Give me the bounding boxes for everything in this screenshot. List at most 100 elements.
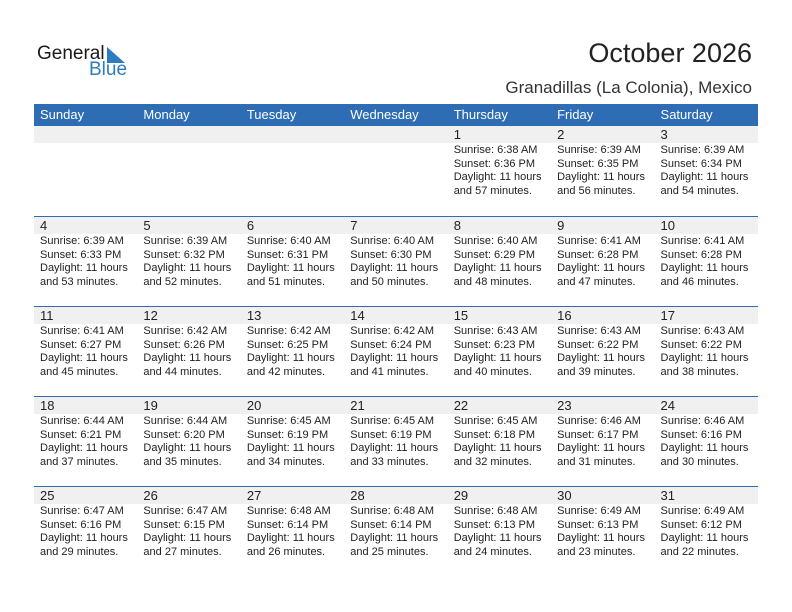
day-number — [344, 126, 448, 143]
day-info: Sunrise: 6:39 AM Sunset: 6:32 PM Daylight:… — [137, 235, 240, 289]
day-info: Sunrise: 6:41 AM Sunset: 6:27 PM Daylight:… — [34, 325, 137, 379]
daylight-text: and 41 minutes. — [350, 365, 429, 378]
day-number: 10 — [654, 217, 758, 234]
day-info: Sunrise: 6:43 AM Sunset: 6:22 PM Daylight:… — [551, 325, 654, 379]
day-cell: 9 Sunrise: 6:41 AM Sunset: 6:28 PM Daylight… — [551, 217, 655, 306]
day-info: Sunrise: 6:48 AM Sunset: 6:14 PM Daylight:… — [241, 505, 344, 559]
day-info: Sunrise: 6:48 AM Sunset: 6:14 PM Daylight:… — [344, 505, 447, 559]
daylight-text: Daylight: 11 hours — [660, 352, 749, 364]
day-number: 24 — [654, 397, 758, 414]
day-number: 23 — [551, 397, 655, 414]
day-number: 6 — [240, 217, 345, 234]
sunset-text: Sunset: 6:33 PM — [40, 248, 122, 261]
day-info: Sunrise: 6:45 AM Sunset: 6:19 PM Daylight:… — [241, 415, 344, 469]
daylight-text: and 54 minutes. — [660, 184, 739, 197]
weekday-saturday: Saturday — [660, 107, 713, 122]
sunrise-text: Sunrise: 6:48 AM — [453, 505, 538, 517]
day-number: 17 — [654, 307, 758, 324]
sunset-text: Sunset: 6:16 PM — [660, 428, 742, 441]
day-cell: 24 Sunrise: 6:46 AM Sunset: 6:16 PM Dayligh… — [654, 397, 758, 486]
calendar-week: 11 Sunrise: 6:41 AM Sunset: 6:27 PM Dayligh… — [34, 306, 758, 396]
day-number: 27 — [240, 487, 345, 504]
day-cell: 16 Sunrise: 6:43 AM Sunset: 6:22 PM Dayligh… — [551, 307, 655, 396]
sunrise-text: Sunrise: 6:42 AM — [246, 325, 331, 337]
daylight-text: and 56 minutes. — [557, 184, 636, 197]
day-info: Sunrise: 6:42 AM Sunset: 6:25 PM Daylight:… — [241, 325, 344, 379]
daylight-text: and 29 minutes. — [40, 545, 119, 558]
daylight-text: Daylight: 11 hours — [453, 262, 542, 274]
day-info: Sunrise: 6:42 AM Sunset: 6:26 PM Daylight:… — [137, 325, 240, 379]
daylight-text: Daylight: 11 hours — [246, 262, 335, 274]
day-number: 3 — [654, 126, 758, 143]
daylight-text: Daylight: 11 hours — [453, 442, 542, 454]
day-cell: 13 Sunrise: 6:42 AM Sunset: 6:25 PM Dayligh… — [240, 307, 345, 396]
daylight-text: and 39 minutes. — [557, 365, 636, 378]
sunrise-text: Sunrise: 6:45 AM — [350, 415, 435, 427]
day-info: Sunrise: 6:38 AM Sunset: 6:36 PM Daylight:… — [448, 144, 551, 198]
day-cell: 28 Sunrise: 6:48 AM Sunset: 6:14 PM Dayligh… — [344, 487, 448, 576]
day-number: 14 — [344, 307, 448, 324]
day-number: 9 — [551, 217, 655, 234]
daylight-text: and 27 minutes. — [143, 545, 222, 558]
sunrise-text: Sunrise: 6:47 AM — [143, 505, 228, 517]
sunset-text: Sunset: 6:14 PM — [350, 518, 432, 531]
sunrise-text: Sunrise: 6:45 AM — [453, 415, 538, 427]
day-cell: 20 Sunrise: 6:45 AM Sunset: 6:19 PM Dayligh… — [240, 397, 345, 486]
sunrise-text: Sunrise: 6:40 AM — [453, 235, 538, 247]
sunset-text: Sunset: 6:29 PM — [453, 248, 536, 261]
sunset-text: Sunset: 6:14 PM — [246, 518, 329, 531]
day-info: Sunrise: 6:47 AM Sunset: 6:15 PM Daylight:… — [137, 505, 240, 559]
day-info: Sunrise: 6:43 AM Sunset: 6:23 PM Daylight:… — [448, 325, 551, 379]
sunrise-text: Sunrise: 6:47 AM — [40, 505, 124, 517]
sunset-text: Sunset: 6:36 PM — [453, 157, 536, 170]
sunrise-text: Sunrise: 6:43 AM — [453, 325, 538, 337]
day-cell: 18 Sunrise: 6:44 AM Sunset: 6:21 PM Dayligh… — [34, 397, 138, 486]
daylight-text: Daylight: 11 hours — [557, 171, 645, 183]
daylight-text: Daylight: 11 hours — [350, 532, 439, 544]
sunrise-text: Sunrise: 6:41 AM — [40, 325, 124, 337]
daylight-text: Daylight: 11 hours — [557, 532, 645, 544]
sunset-text: Sunset: 6:16 PM — [40, 518, 122, 531]
sunset-text: Sunset: 6:26 PM — [143, 338, 225, 351]
empty-day-cell — [34, 126, 138, 216]
day-info: Sunrise: 6:49 AM Sunset: 6:12 PM Daylight:… — [655, 505, 758, 559]
day-info: Sunrise: 6:47 AM Sunset: 6:16 PM Daylight:… — [34, 505, 137, 559]
sunrise-text: Sunrise: 6:40 AM — [350, 235, 435, 247]
day-info: Sunrise: 6:39 AM Sunset: 6:34 PM Daylight:… — [655, 144, 758, 198]
day-cell: 19 Sunrise: 6:44 AM Sunset: 6:20 PM Dayligh… — [137, 397, 241, 486]
sunrise-text: Sunrise: 6:48 AM — [246, 505, 331, 517]
sunrise-text: Sunrise: 6:45 AM — [246, 415, 331, 427]
sunrise-text: Sunrise: 6:39 AM — [143, 235, 228, 247]
day-info: Sunrise: 6:44 AM Sunset: 6:21 PM Daylight:… — [34, 415, 137, 469]
day-number: 2 — [551, 126, 655, 143]
day-info: Sunrise: 6:49 AM Sunset: 6:13 PM Daylight:… — [551, 505, 654, 559]
day-info: Sunrise: 6:40 AM Sunset: 6:29 PM Daylight:… — [448, 235, 551, 289]
daylight-text: Daylight: 11 hours — [660, 442, 749, 454]
daylight-text: and 53 minutes. — [40, 275, 119, 288]
sunrise-text: Sunrise: 6:39 AM — [557, 144, 641, 156]
day-number: 13 — [240, 307, 345, 324]
sunrise-text: Sunrise: 6:46 AM — [660, 415, 745, 427]
day-info: Sunrise: 6:44 AM Sunset: 6:20 PM Daylight:… — [137, 415, 240, 469]
daylight-text: Daylight: 11 hours — [350, 352, 439, 364]
day-info: Sunrise: 6:40 AM Sunset: 6:30 PM Daylight:… — [344, 235, 447, 289]
sunrise-text: Sunrise: 6:43 AM — [660, 325, 745, 337]
daylight-text: Daylight: 11 hours — [660, 262, 749, 274]
day-number: 8 — [447, 217, 552, 234]
weekday-monday: Monday — [143, 107, 190, 122]
day-number: 7 — [344, 217, 448, 234]
sunrise-text: Sunrise: 6:46 AM — [557, 415, 641, 427]
day-number: 25 — [34, 487, 138, 504]
sunrise-text: Sunrise: 6:49 AM — [660, 505, 745, 517]
daylight-text: and 48 minutes. — [453, 275, 532, 288]
sunrise-text: Sunrise: 6:42 AM — [350, 325, 435, 337]
sunset-text: Sunset: 6:18 PM — [453, 428, 536, 441]
day-info: Sunrise: 6:39 AM Sunset: 6:35 PM Daylight:… — [551, 144, 654, 198]
logo-text-blue: Blue — [89, 59, 128, 80]
day-info: Sunrise: 6:40 AM Sunset: 6:31 PM Daylight:… — [241, 235, 344, 289]
sunrise-text: Sunrise: 6:42 AM — [143, 325, 228, 337]
daylight-text: Daylight: 11 hours — [40, 262, 128, 274]
daylight-text: and 25 minutes. — [350, 545, 429, 558]
calendar-week: 1 Sunrise: 6:38 AM Sunset: 6:36 PM Daylight… — [34, 126, 758, 216]
daylight-text: and 47 minutes. — [557, 275, 636, 288]
